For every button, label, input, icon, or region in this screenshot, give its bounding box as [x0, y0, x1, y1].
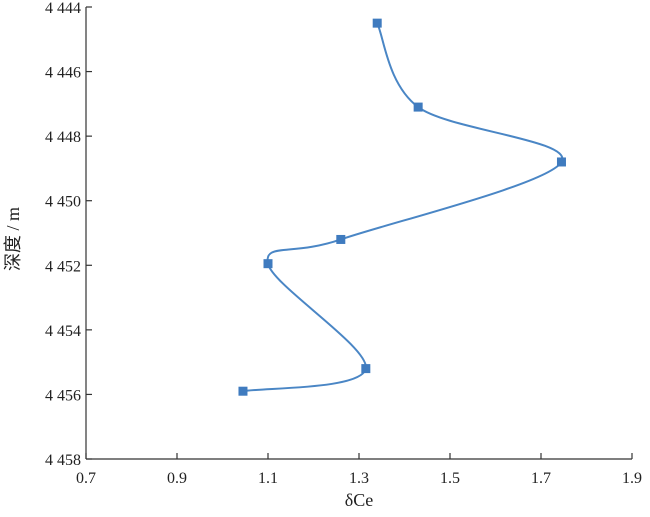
x-tick-label: 1.5: [440, 470, 460, 487]
data-point-marker: [413, 102, 423, 112]
data-point-marker: [556, 157, 566, 167]
y-tick-label: 4 448: [45, 129, 81, 146]
y-tick-label: 4 458: [45, 452, 81, 469]
data-point-marker: [336, 234, 346, 244]
x-tick-label: 1.7: [531, 470, 551, 487]
data-point-marker: [238, 386, 248, 396]
y-tick-label: 4 450: [45, 194, 81, 211]
y-tick-label: 4 444: [45, 0, 81, 17]
x-axis-label: δCe: [345, 490, 373, 510]
data-point-marker: [372, 18, 382, 28]
x-tick-label: 1.3: [349, 470, 369, 487]
x-tick-label: 1.1: [258, 470, 278, 487]
series: [238, 18, 566, 396]
y-axis-label: 深度 / m: [3, 207, 23, 271]
y-tick-label: 4 456: [45, 387, 81, 404]
y-tick-label: 4 452: [45, 258, 81, 275]
x-axis-ticks: 0.7 0.9 1.1 1.3 1.5 1.7 1.9: [76, 453, 642, 487]
series-line: [242, 22, 564, 393]
y-axis-ticks: 4 444 4 446 4 448 4 450 4 452 4 454 4 456 4 458: [45, 0, 92, 469]
data-point-marker: [361, 364, 371, 374]
y-tick-label: 4 446: [45, 65, 81, 82]
data-point-marker: [263, 259, 273, 269]
x-tick-label: 1.9: [622, 470, 642, 487]
x-tick-label: 0.7: [76, 470, 96, 487]
y-tick-label: 4 454: [45, 323, 81, 340]
x-tick-label: 0.9: [167, 470, 187, 487]
